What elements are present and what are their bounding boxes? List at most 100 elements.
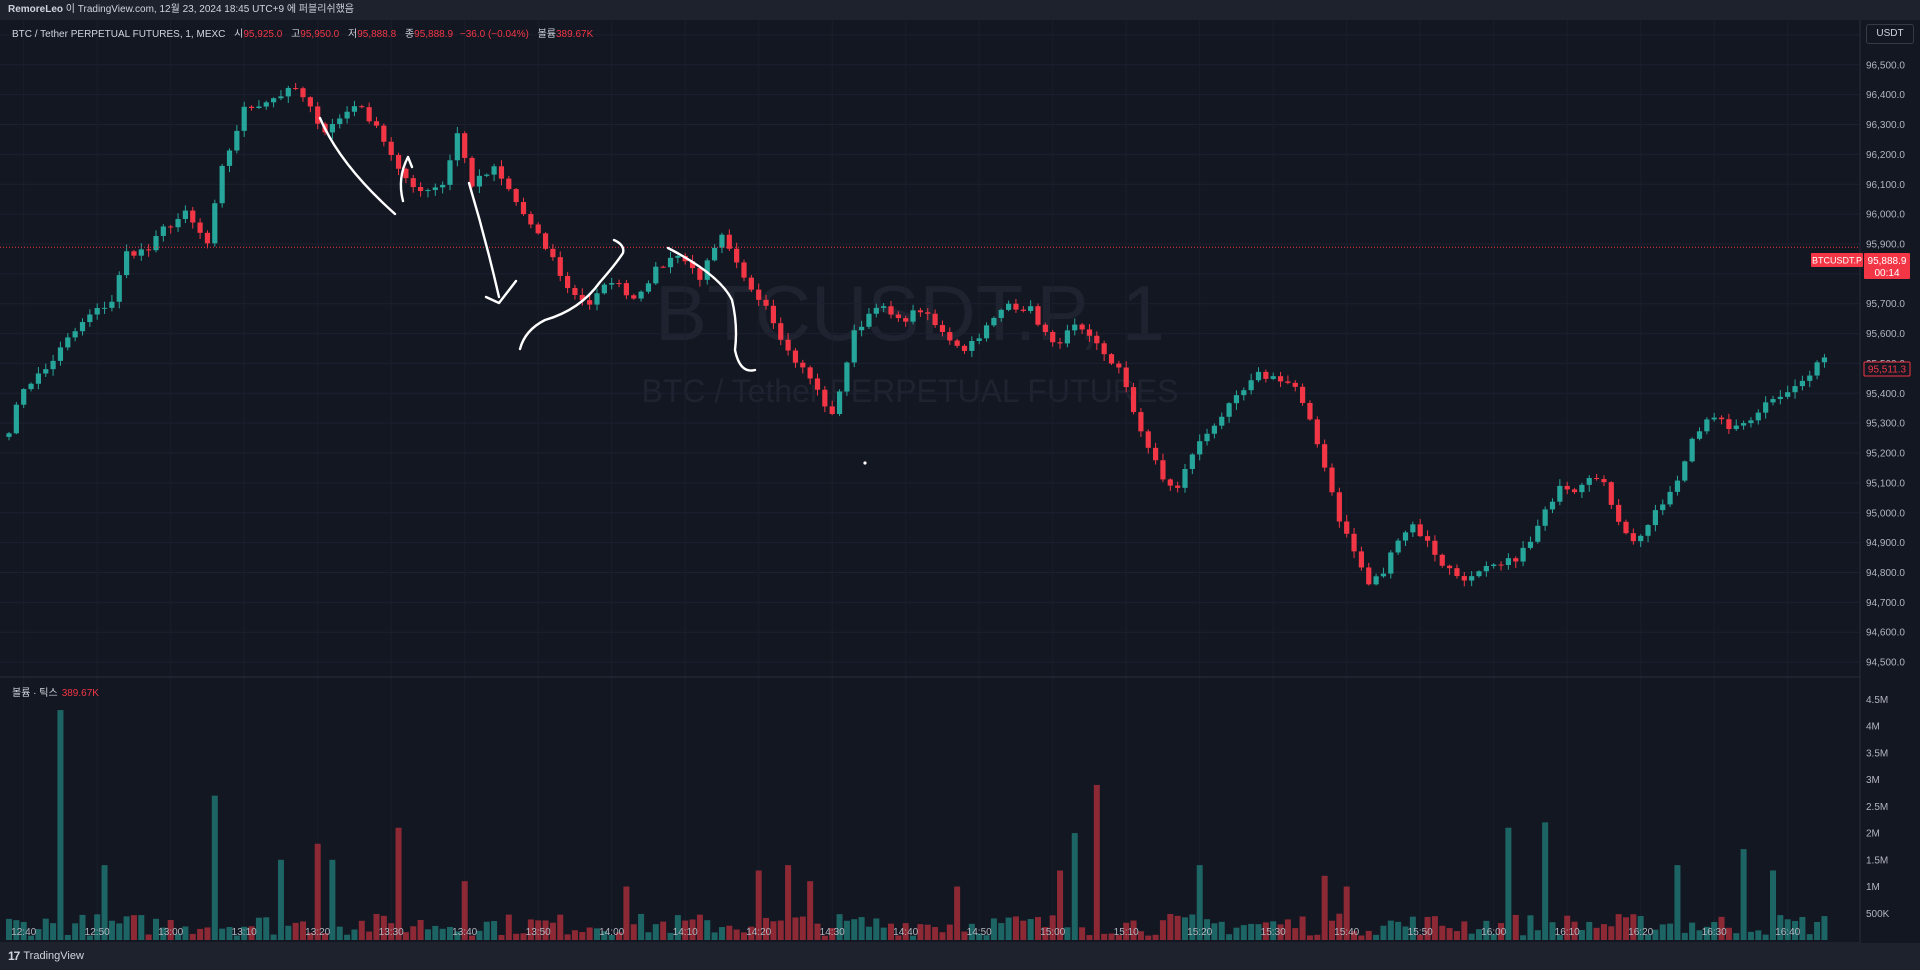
volume-bar (410, 926, 417, 940)
candle (1322, 439, 1328, 472)
candle (1799, 375, 1805, 391)
candle (1314, 416, 1320, 448)
price-tick-label: 94,800.0 (1866, 568, 1905, 579)
candle-body (675, 255, 681, 258)
volume-bar (792, 917, 799, 940)
candle (719, 232, 725, 254)
chart-area[interactable]: BTCUSDT.P, 1 BTC / Tether PERPETUAL FUTU… (0, 20, 1920, 943)
candle-body (190, 210, 196, 223)
volume-bar (1204, 919, 1211, 940)
candle-body (432, 187, 438, 191)
candle (1094, 331, 1100, 350)
volume-bar (292, 922, 299, 940)
volume-bar (35, 929, 42, 940)
volume-bar (145, 934, 152, 940)
candle-body (859, 326, 865, 331)
author-name[interactable]: RemoreLeo (8, 4, 64, 15)
candle (917, 307, 923, 317)
volume-bar (226, 926, 233, 940)
volume-bar (1174, 915, 1181, 940)
candle (1351, 527, 1357, 559)
candle (1682, 460, 1688, 483)
candle-body (1064, 330, 1070, 344)
current-price-value: 95,511.3 (1868, 365, 1907, 376)
time-tick-label: 12:40 (11, 927, 36, 938)
candle (947, 327, 953, 345)
volume-bar (755, 870, 762, 940)
candle-body (87, 314, 93, 323)
volume-bar (42, 918, 49, 940)
volume-bar (1747, 931, 1754, 940)
volume-bar (1755, 930, 1762, 940)
symbol-title[interactable]: BTC / Tether PERPETUAL FUTURES, 1, MEXC (12, 29, 226, 40)
candle (836, 389, 843, 417)
candle (579, 288, 585, 306)
currency-button[interactable]: USDT (1866, 24, 1914, 44)
candle-body (1777, 396, 1783, 400)
volume-bar (579, 932, 586, 940)
volume-bar (1593, 927, 1600, 940)
drawing-stroke (399, 155, 414, 203)
candle (1028, 300, 1034, 314)
candle (263, 100, 269, 110)
candle-body (1424, 536, 1431, 541)
candle-body (1594, 478, 1600, 480)
candle (109, 294, 115, 312)
candle (587, 293, 593, 310)
candle (660, 265, 666, 269)
candle-body (1182, 468, 1188, 488)
volume-bar (623, 886, 630, 940)
candle-body (704, 260, 710, 280)
price-tick-label: 95,300.0 (1866, 419, 1905, 430)
candle (741, 259, 747, 282)
volume-legend-title[interactable]: 볼륨 · 틱스 (12, 688, 58, 699)
volume-tick-label: 4.5M (1866, 695, 1888, 706)
candle (1542, 506, 1548, 531)
candle-body (1785, 392, 1791, 397)
candle (873, 303, 879, 318)
candle-body (1410, 524, 1416, 533)
volume-bar (219, 928, 226, 940)
candle (1072, 318, 1078, 336)
candle (1263, 369, 1269, 383)
candle-body (263, 102, 269, 107)
time-tick-label: 13:00 (158, 927, 183, 938)
candle-body (836, 391, 843, 414)
candle (1770, 395, 1776, 406)
watermark-name: BTC / Tether PERPETUAL FUTURES (641, 373, 1178, 409)
candle (1145, 429, 1151, 454)
volume-bar (270, 934, 277, 940)
volume-bar (108, 920, 115, 940)
candle (351, 100, 358, 117)
candle (1424, 530, 1431, 548)
volume-bar (1512, 914, 1519, 940)
time-tick-label: 16:10 (1555, 927, 1580, 938)
candle (1645, 524, 1651, 543)
volume-bar (1049, 915, 1056, 940)
candle-body (748, 277, 754, 290)
candle (932, 309, 938, 328)
time-tick-label: 14:50 (967, 927, 992, 938)
candle-body (800, 362, 806, 368)
volume-bar (1035, 916, 1041, 940)
volume-bar (601, 931, 608, 940)
tradingview-logo[interactable]: 17 TradingView (8, 949, 84, 963)
volume-bar (1542, 822, 1549, 940)
candle-body (1138, 412, 1144, 432)
candle (116, 271, 122, 309)
volume-bar (1086, 935, 1093, 940)
volume-bar (300, 921, 306, 940)
chart-canvas[interactable]: BTCUSDT.P, 1 BTC / Tether PERPETUAL FUTU… (0, 20, 1920, 943)
candle-body (1616, 504, 1622, 522)
candle-body (792, 350, 799, 363)
volume-bar (910, 935, 917, 940)
volume-bar (1637, 916, 1644, 940)
candle (1689, 437, 1695, 463)
candle-body (917, 310, 923, 313)
candle (851, 324, 857, 368)
volume-tick-label: 3.5M (1866, 748, 1888, 759)
volume-bar (1057, 870, 1064, 940)
volume-bar (976, 933, 983, 940)
candle (366, 102, 372, 124)
price-tick-label: 96,200.0 (1866, 150, 1905, 161)
